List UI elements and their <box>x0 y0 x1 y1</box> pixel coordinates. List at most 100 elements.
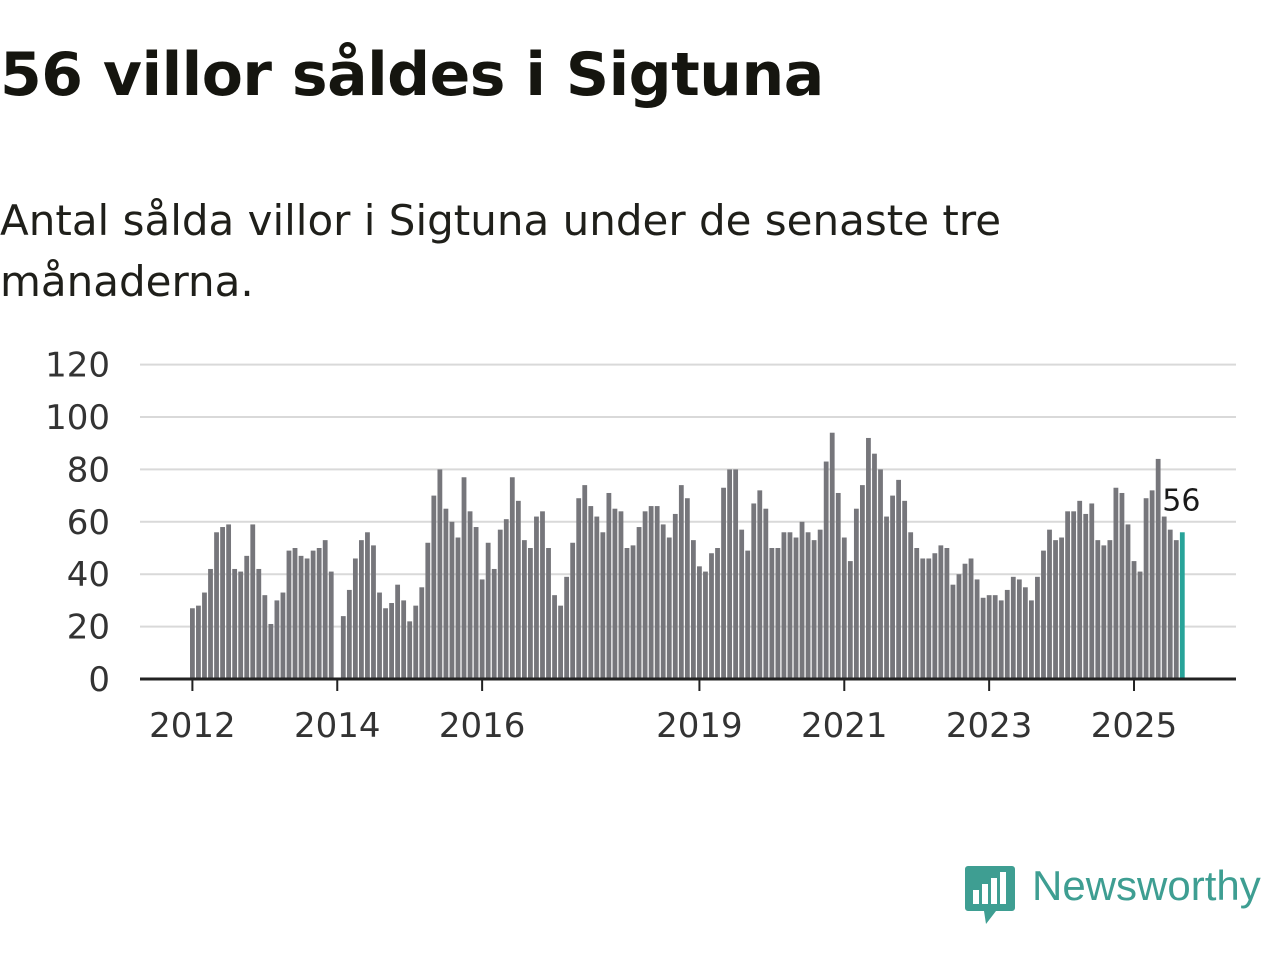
bar <box>1119 492 1125 679</box>
bar <box>847 561 853 679</box>
bar <box>787 532 793 679</box>
bar <box>817 529 823 679</box>
y-tick-label: 20 <box>67 608 110 648</box>
bar <box>684 498 690 679</box>
bar <box>600 532 606 679</box>
bar <box>1016 579 1022 679</box>
bar <box>799 521 805 679</box>
y-tick-label: 80 <box>67 450 110 490</box>
bar <box>467 511 473 679</box>
bar <box>298 555 304 679</box>
x-tick-label: 2016 <box>439 706 526 746</box>
bar <box>733 469 739 679</box>
bar <box>1053 540 1058 679</box>
bar <box>690 540 696 679</box>
bar <box>244 555 250 679</box>
bar <box>835 492 841 679</box>
bar <box>992 595 998 679</box>
bar <box>775 548 781 679</box>
bar <box>853 508 859 679</box>
bar <box>1077 500 1083 679</box>
bar <box>588 506 594 679</box>
x-tick-label: 2021 <box>801 706 888 746</box>
bar <box>1173 540 1179 679</box>
bar <box>346 589 352 679</box>
bar <box>805 532 811 679</box>
bar <box>956 574 962 679</box>
bar <box>739 529 745 679</box>
chart-subtitle: Antal sålda villor i Sigtuna under de se… <box>0 196 1002 306</box>
bar <box>914 548 920 679</box>
bar <box>238 571 244 679</box>
bar <box>872 453 877 679</box>
bar <box>497 529 503 679</box>
bar <box>552 595 557 679</box>
bar <box>636 527 642 679</box>
bar <box>208 568 213 679</box>
bar <box>401 600 407 679</box>
bar <box>546 548 551 679</box>
bar <box>1125 524 1131 679</box>
y-axis: 0 20 40 60 80 100 120 <box>45 346 110 700</box>
bar <box>413 605 419 679</box>
bar <box>558 605 563 679</box>
bar <box>896 479 902 679</box>
bar <box>473 527 479 679</box>
bar <box>1022 587 1028 679</box>
x-tick-label: 2019 <box>656 706 743 746</box>
bar <box>769 548 775 679</box>
bar <box>328 571 334 679</box>
bar <box>528 548 533 679</box>
x-axis: 2012 2014 2016 2019 2021 2023 2025 <box>140 677 1236 746</box>
bar <box>340 616 346 679</box>
bar <box>1113 487 1119 679</box>
bar <box>630 545 636 679</box>
bar <box>304 558 310 679</box>
y-tick-label: 100 <box>45 398 110 438</box>
bar <box>866 437 871 679</box>
bar <box>618 511 624 679</box>
bar <box>1137 571 1143 679</box>
y-tick-label: 0 <box>88 660 110 700</box>
bar <box>570 542 576 679</box>
bar <box>859 485 865 679</box>
bar <box>962 563 968 679</box>
bar <box>703 571 708 679</box>
bar <box>757 490 763 679</box>
bar <box>841 537 847 679</box>
bar <box>449 521 455 679</box>
bar <box>926 558 932 679</box>
y-tick-label: 120 <box>45 346 110 386</box>
bar <box>461 477 467 679</box>
highlight-value-label: 56 <box>1162 483 1200 518</box>
bar <box>938 545 944 679</box>
bar <box>250 524 256 679</box>
bar <box>968 558 974 679</box>
bar <box>763 508 769 679</box>
bar <box>648 506 654 679</box>
bar <box>1071 511 1077 679</box>
bars <box>190 432 1185 679</box>
bar <box>890 495 895 679</box>
bar <box>829 432 835 679</box>
bar <box>1149 490 1155 679</box>
bar <box>624 548 630 679</box>
bar <box>998 600 1004 679</box>
bar <box>1095 540 1101 679</box>
bar <box>383 608 388 679</box>
y-tick-label: 60 <box>67 503 110 543</box>
bar <box>202 592 207 679</box>
x-tick-label: 2014 <box>294 706 381 746</box>
bar <box>1029 600 1034 679</box>
bar <box>1101 545 1107 679</box>
bar <box>365 532 370 679</box>
bar <box>986 595 992 679</box>
bar <box>920 558 926 679</box>
annotations: 56 <box>1159 480 1203 521</box>
bar <box>950 584 956 679</box>
bar <box>678 485 684 679</box>
bar <box>666 537 672 679</box>
bar <box>1059 537 1064 679</box>
x-tick-label: 2012 <box>149 706 236 746</box>
bar <box>1004 589 1010 679</box>
